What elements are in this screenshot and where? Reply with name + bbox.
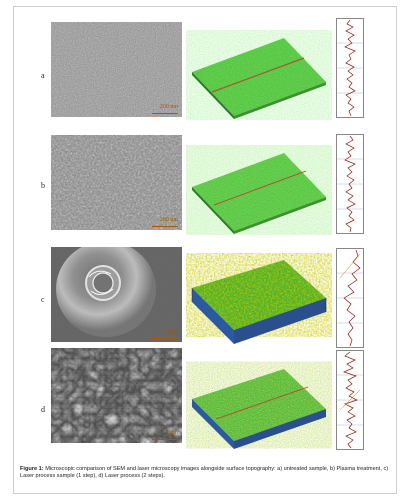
topography-c [191, 260, 327, 344]
scale-label-b: 200 nm [159, 217, 178, 223]
topography-d [192, 369, 326, 449]
profile-plot-d [336, 350, 364, 450]
sem-image-b: 200 nm [51, 135, 182, 230]
row-label-a: a [41, 71, 45, 80]
scale-label-a: 200 nm [159, 104, 178, 110]
figure-caption-text: Microscopic comparison of SEM and laser … [20, 466, 389, 480]
scale-bar-a [152, 112, 178, 114]
scale-bar-d [152, 438, 178, 440]
sem-image-a: 200 nm [51, 22, 182, 117]
row-label-d: d [41, 405, 45, 414]
sem-image-d: 5 µm [51, 348, 182, 443]
sem-texture-a [51, 22, 182, 117]
topography-a: · [192, 38, 326, 120]
profile-plot-b [336, 134, 364, 234]
profile-plot-a [336, 18, 364, 118]
axis-tick-a1: · [246, 116, 247, 120]
scale-label-d: 5 µm [165, 430, 178, 436]
topography-b [192, 153, 326, 234]
sem-texture-d [51, 348, 182, 443]
row-label-b: b [41, 181, 45, 190]
scale-bar-b [152, 225, 178, 227]
sem-texture-c [51, 247, 182, 342]
figure-label: Figure 1: [20, 466, 44, 472]
profile-plot-c [336, 248, 364, 348]
scale-label-c: 5 µm [165, 329, 178, 335]
row-label-c: c [41, 295, 45, 304]
sem-image-c: 5 µm [51, 247, 182, 342]
figure-caption: Figure 1: Microscopic comparison of SEM … [20, 466, 392, 481]
scale-bar-c [152, 337, 178, 339]
sem-texture-b [51, 135, 182, 230]
